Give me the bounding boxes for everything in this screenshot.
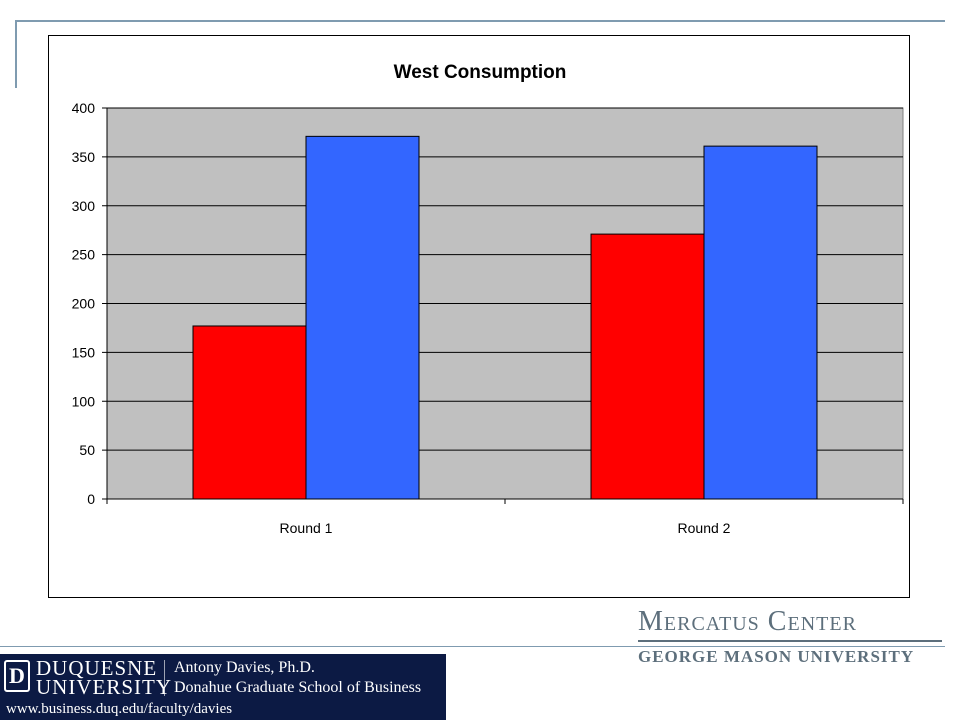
slide-top-rule	[15, 20, 945, 22]
y-tick-label: 400	[72, 100, 96, 116]
slide-left-rule	[15, 20, 17, 88]
y-tick-label: 150	[72, 344, 96, 360]
duquesne-logo-icon: D	[4, 660, 30, 692]
footer-rule	[0, 646, 945, 647]
mercatus-logo: Mercatus Center GEORGE MASON UNIVERSITY	[638, 606, 944, 667]
mercatus-subtitle: GEORGE MASON UNIVERSITY	[638, 647, 915, 666]
plot-area: 400 350 300 250 200 150 100 50 0 Round 1 Round 2	[72, 100, 904, 536]
author-name: Antony Davies, Ph.D.	[174, 659, 315, 676]
y-tick-label: 50	[79, 442, 95, 458]
chart-area: West Consumption 400 350 300 250 200 150 100 50…	[48, 35, 910, 598]
y-tick-label: 0	[87, 491, 95, 507]
bar-1-1	[192, 325, 307, 500]
banner-separator	[164, 660, 165, 696]
duquesne-name-line1: DUQUESNE	[36, 656, 158, 680]
bar-1-2	[305, 135, 420, 500]
chart-title: West Consumption	[394, 62, 567, 83]
bar-2-2	[703, 145, 818, 500]
y-tick-label: 300	[72, 198, 96, 214]
x-tick-label: Round 2	[678, 520, 731, 536]
duquesne-name-line2: UNIVERSITY	[36, 675, 172, 699]
duquesne-banner: D DUQUESNE UNIVERSITY Antony Davies, Ph.…	[0, 654, 446, 720]
bar-chart: West Consumption 400 350 300 250 200 150 100 50…	[72, 62, 904, 536]
y-tick-label: 250	[72, 247, 96, 263]
mercatus-divider	[638, 640, 942, 642]
bar-2-1	[590, 233, 705, 500]
y-tick-label: 350	[72, 149, 96, 165]
faculty-url: www.business.duq.edu/faculty/davies	[6, 701, 233, 717]
author-school: Donahue Graduate School of Business	[174, 679, 422, 696]
y-tick-label: 200	[72, 296, 96, 312]
y-tick-label: 100	[72, 393, 96, 409]
mercatus-name: Mercatus Center	[638, 606, 857, 637]
x-tick-label: Round 1	[280, 520, 333, 536]
